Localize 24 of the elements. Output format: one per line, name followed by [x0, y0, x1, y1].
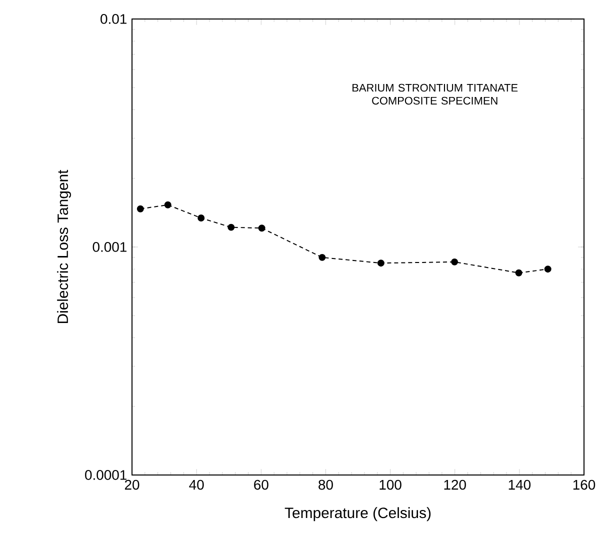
x-tick-label: 60 [254, 480, 268, 490]
x-tick-label: 100 [380, 480, 402, 490]
y-tick-label: 0.001 [92, 242, 126, 252]
point [451, 258, 458, 266]
annotation: BARIUM STRONTIUM TITANATE COMPOSITE SPECIMEN [352, 84, 518, 105]
point [544, 266, 552, 273]
x-tick-label: 20 [124, 480, 140, 490]
y-axis-title: Dielectric Loss Tangent [57, 170, 72, 324]
point [318, 254, 326, 261]
point [515, 269, 522, 276]
x-tick-label: 140 [508, 480, 531, 490]
point [164, 201, 172, 208]
x-tick-label: 80 [318, 480, 333, 490]
x-tick-label: 40 [189, 480, 204, 490]
point [136, 205, 144, 212]
x-tick-label: 160 [573, 480, 596, 490]
x-tick-label: 120 [444, 480, 466, 490]
point [198, 214, 205, 222]
y-tick-label: 0.01 [100, 14, 126, 24]
point [377, 260, 384, 267]
point [258, 224, 266, 232]
y-tick-label: 0.0001 [85, 470, 126, 480]
point [228, 224, 235, 231]
x-axis-title: Temperature (Celsius) [284, 507, 431, 522]
